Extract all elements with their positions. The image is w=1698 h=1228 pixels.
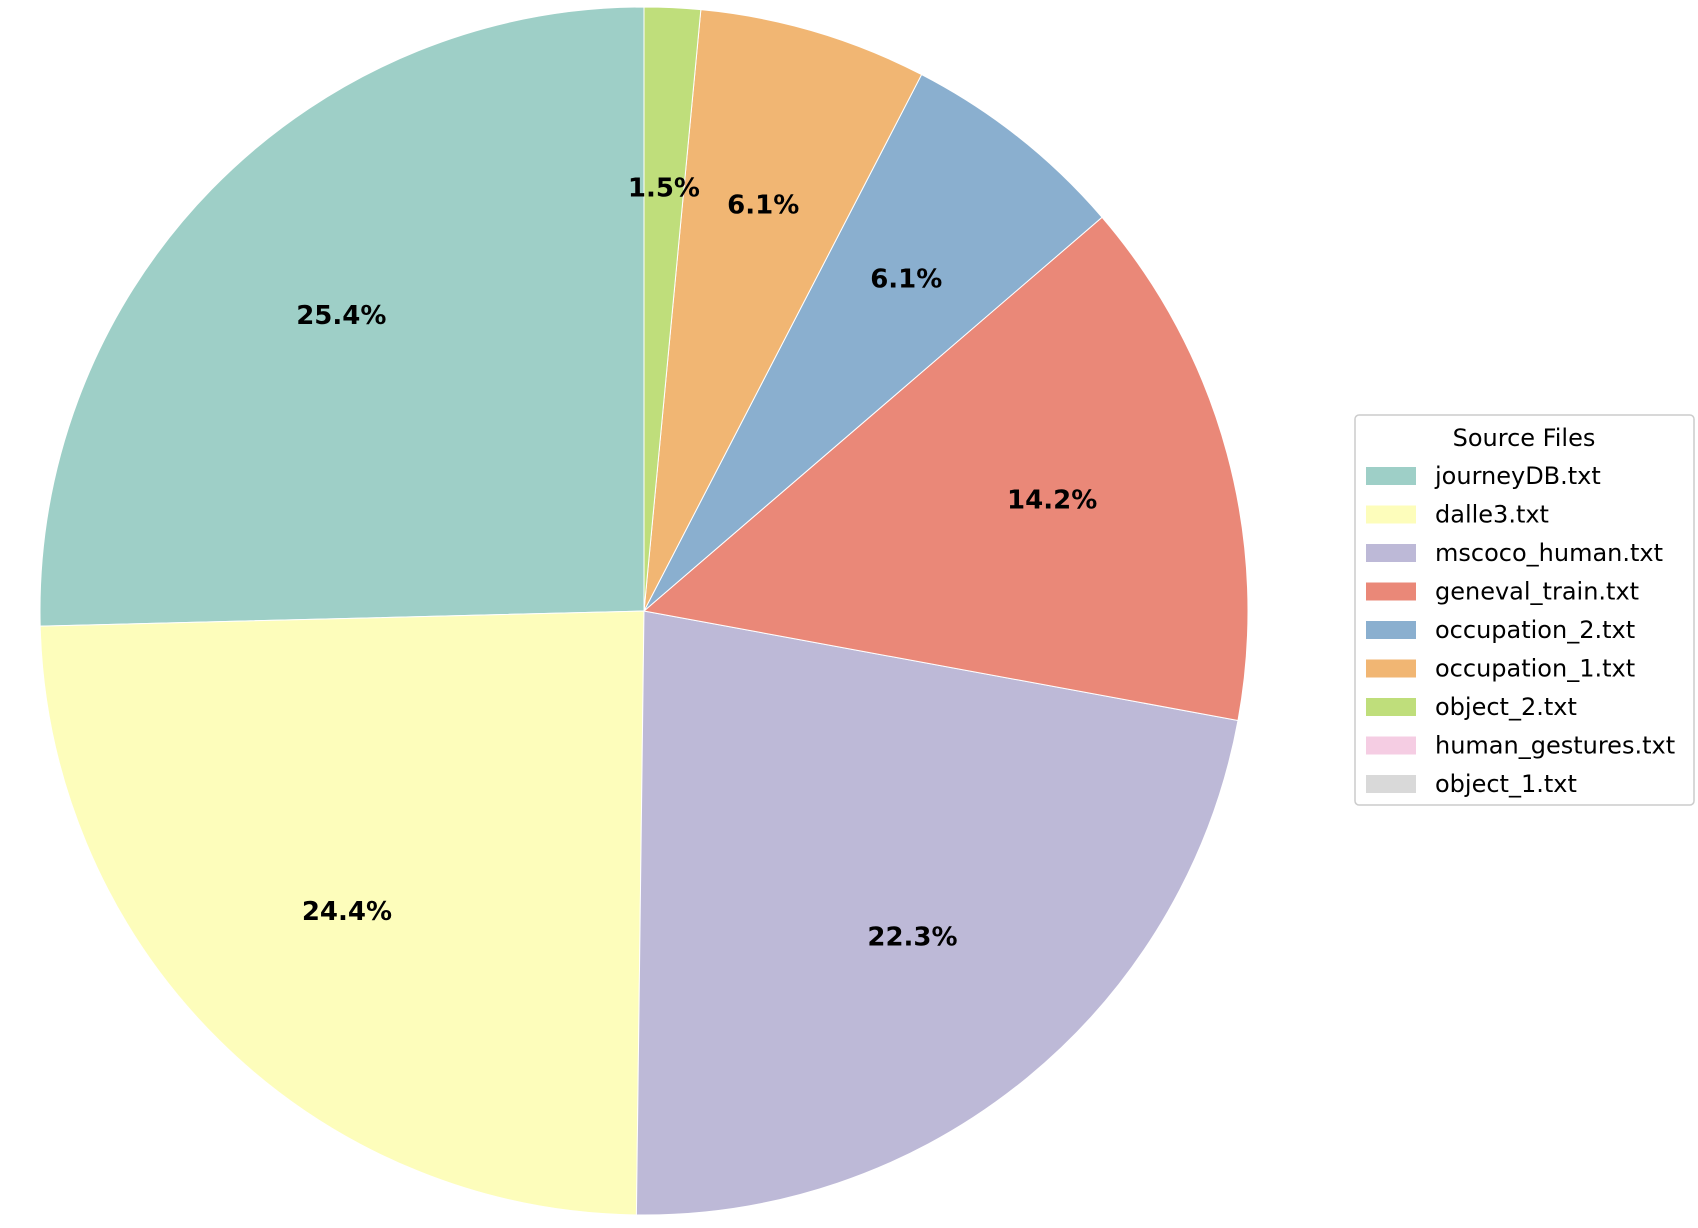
pie-percent-label: 6.1% (727, 190, 799, 220)
pie-slice-occupation-2 (643, 73, 1103, 612)
legend-swatch (1366, 621, 1416, 639)
pie-slice-object-2 (643, 6, 702, 612)
pie-percent-label: 6.1% (870, 264, 942, 294)
legend-label: human_gestures.txt (1435, 732, 1675, 760)
pie-percent-label: 24.4% (302, 897, 392, 927)
pie-slice-mscoco-human (635, 610, 1239, 1216)
legend-swatch (1366, 582, 1416, 601)
legend-label: dalle3.txt (1435, 501, 1549, 529)
legend-swatch (1366, 775, 1416, 793)
legend-label: mscoco_human.txt (1435, 539, 1663, 567)
legend-swatch (1366, 467, 1416, 485)
pie-percent-label: 1.5% (628, 174, 700, 204)
legend-label: object_1.txt (1435, 770, 1577, 798)
pie-percent-label: 14.2% (1007, 486, 1097, 516)
legend-swatch (1366, 505, 1416, 524)
pie-percent-labels: 25.4% 24.4% 22.3% 14.2% 6.1% 6.1% 1.5% (296, 174, 1097, 953)
pie-slice-occupation-1 (643, 9, 923, 612)
legend-swatch (1366, 659, 1416, 678)
pie-percent-label: 25.4% (296, 301, 386, 331)
legend-frame (1354, 414, 1695, 806)
legend-label: journeyDB.txt (1434, 462, 1601, 490)
pie-slice-geneval-train (642, 216, 1249, 722)
pie-slices (39, 6, 1249, 1216)
pie-slice-journeydb (39, 6, 645, 627)
pie-slice-dalle3 (39, 610, 645, 1216)
legend: Source Files journeyDB.txt dalle3.txt msco… (1354, 414, 1695, 806)
pie-percent-label: 22.3% (867, 923, 957, 953)
legend-label: occupation_2.txt (1435, 616, 1635, 644)
legend-label: occupation_1.txt (1435, 655, 1635, 683)
legend-swatch (1366, 736, 1416, 755)
legend-swatch (1366, 698, 1416, 716)
legend-items: journeyDB.txt dalle3.txt mscoco_human.txtg… (1366, 462, 1675, 798)
legend-title: Source Files (1453, 424, 1596, 452)
legend-label: object_2.txt (1435, 693, 1577, 721)
legend-label: geneval_train.txt (1435, 578, 1639, 606)
legend-swatch (1366, 544, 1416, 562)
